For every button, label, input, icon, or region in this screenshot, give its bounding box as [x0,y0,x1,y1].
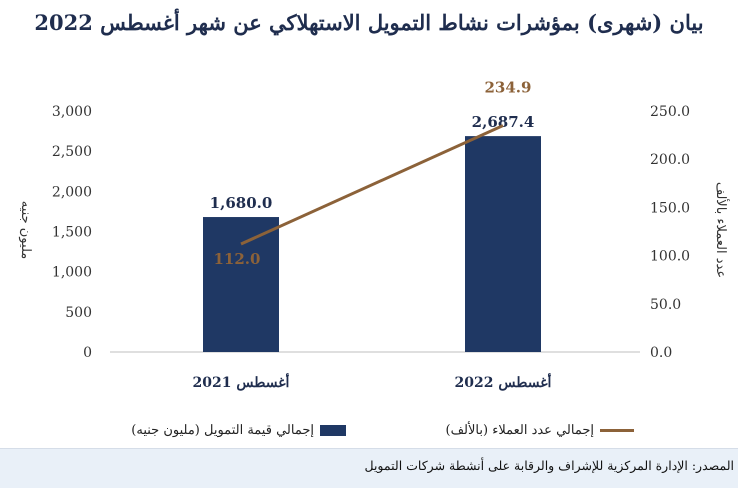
y2-tick-label: 0.0 [650,345,672,361]
y-tick-label: 1,000 [52,265,92,281]
y-axis-title: مليون جنيه [18,201,33,259]
legend-bar-swatch [320,424,346,436]
y-tick-label: 2,000 [52,184,92,200]
y2-tick-label: 250.0 [650,104,690,120]
y2-tick-label: 150.0 [650,200,690,216]
legend-item-clients: إجمالي عدد العملاء (بالألف) [446,420,634,440]
bar-value-label: 2,687.4 [472,113,535,131]
y-tick-label: 1,500 [52,225,92,241]
bar-value-label: 1,680.0 [210,194,273,212]
legend-line-swatch [600,428,634,432]
bar [203,217,279,352]
legend-label-financing: إجمالي قيمة التمويل (مليون جنيه) [131,422,314,438]
legend-label-clients: إجمالي عدد العملاء (بالألف) [445,422,594,438]
line-value-label: 234.9 [485,79,532,97]
line-series [240,124,504,246]
x-category-label: أغسطس 2022 [455,372,552,391]
source-note: المصدر: الإدارة المركزية للإشراف والرقاب… [364,458,734,473]
y2-axis-title: عدد العملاء بالألف [713,182,730,278]
y-tick-label: 3,000 [52,104,92,120]
chart-area: 0 500 1,000 1,500 2,000 2,500 3,000 0.0 50.0 100.… [18,79,730,391]
legend-item-financing: إجمالي قيمة التمويل (مليون جنيه) [131,420,346,440]
y2-tick-label: 200.0 [650,152,690,168]
x-category-label: أغسطس 2021 [193,372,290,391]
y-tick-label: 2,500 [52,144,92,160]
bar [465,136,541,352]
y-tick-label: 0 [83,345,92,361]
y2-tick-label: 100.0 [650,249,690,265]
y2-tick-label: 50.0 [650,297,681,313]
source-band [0,448,738,488]
line-value-label: 112.0 [214,250,261,268]
chart-title: بيان (شهرى) بمؤشرات نشاط التمويل الاستهل… [34,10,704,35]
y-tick-label: 500 [65,305,92,321]
